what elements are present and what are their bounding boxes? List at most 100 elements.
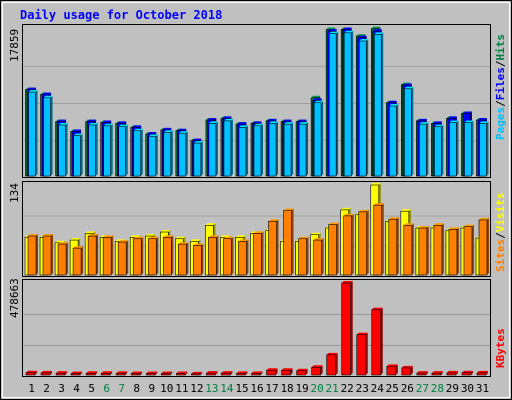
legend-hits-files-pages: Pages/Files/Hits — [494, 34, 507, 140]
bar-pages-16 — [253, 123, 263, 177]
bar-sites-7 — [117, 240, 129, 276]
x-tick-label-4: 4 — [73, 382, 80, 395]
y-max-label-kbytes: 478663 — [8, 278, 21, 318]
bar-sites-9 — [147, 236, 159, 276]
bar-kbytes-15 — [236, 371, 248, 376]
legend-sites: Sites — [494, 239, 507, 272]
bar-kbytes-18 — [281, 368, 293, 376]
bar-pages-23 — [358, 39, 369, 177]
bar-pages-6 — [103, 123, 113, 177]
x-tick-label-11: 11 — [175, 382, 188, 395]
x-tick-label-5: 5 — [88, 382, 95, 395]
x-tick-label-3: 3 — [58, 382, 65, 395]
bar-sites-22 — [343, 213, 354, 276]
bar-kbytes-7 — [115, 371, 128, 376]
bar-pages-21 — [328, 31, 339, 177]
bar-kbytes-3 — [55, 371, 68, 376]
x-tick-label-12: 12 — [190, 382, 203, 395]
bar-sites-26 — [403, 223, 414, 276]
panel-kbytes — [22, 279, 491, 377]
x-axis-labels: 1 2 3 4 5 6 7 8 9 10 11 12 13 14 15 16 17 18 19 20 21 22 23 24 2… — [28, 382, 489, 395]
x-tick-label-25: 25 — [386, 382, 399, 395]
x-tick-label-22: 22 — [341, 382, 354, 395]
y-max-label-visits: 134 — [8, 183, 21, 203]
bar-sites-11 — [178, 242, 189, 276]
x-tick-label-26: 26 — [401, 382, 414, 395]
bar-pages-4 — [73, 133, 83, 177]
x-tick-label-16: 16 — [250, 382, 263, 395]
bar-kbytes-29 — [446, 370, 458, 376]
bar-sites-17 — [268, 219, 279, 276]
bar-sites-1 — [27, 234, 39, 276]
bar-sites-21 — [328, 222, 339, 276]
bar-kbytes-30 — [461, 370, 473, 376]
x-tick-label-7: 7 — [118, 382, 125, 395]
bar-kbytes-20 — [311, 365, 323, 376]
legend-visits: Visits — [494, 193, 507, 233]
bar-sites-24 — [373, 203, 384, 276]
bar-kbytes-26 — [401, 365, 413, 376]
bar-kbytes-4 — [70, 371, 83, 376]
x-tick-label-29: 29 — [446, 382, 459, 395]
y-max-label-hits: 17859 — [8, 29, 21, 62]
x-tick-label-19: 19 — [295, 382, 308, 395]
legend-hits: Hits — [494, 34, 507, 61]
bar-pages-20 — [313, 100, 324, 177]
bar-kbytes-28 — [431, 371, 443, 376]
bar-kbytes-14 — [221, 371, 233, 376]
x-tick-label-31: 31 — [476, 382, 489, 395]
bar-sites-13 — [208, 235, 219, 276]
bar-pages-30 — [464, 120, 474, 177]
bar-kbytes-16 — [251, 371, 263, 376]
bar-sites-2 — [42, 234, 54, 276]
bar-pages-5 — [88, 122, 98, 177]
bar-pages-28 — [434, 124, 444, 177]
bar-kbytes-22 — [341, 281, 353, 376]
legend-kbytes-group: KBytes — [494, 328, 507, 368]
bar-sites-23 — [358, 209, 369, 276]
bar-kbytes-27 — [416, 371, 428, 376]
bar-kbytes-12 — [191, 371, 203, 376]
bar-kbytes-8 — [130, 371, 143, 376]
bar-sites-20 — [313, 238, 324, 276]
legend-sep-1: / — [494, 100, 507, 107]
bar-kbytes-11 — [176, 371, 188, 376]
bar-sites-14 — [223, 236, 234, 276]
bar-pages-1 — [28, 90, 38, 177]
x-tick-label-23: 23 — [356, 382, 369, 395]
bar-kbytes-24 — [371, 307, 383, 376]
bar-kbytes-13 — [206, 371, 218, 376]
bar-kbytes-2 — [40, 370, 53, 376]
legend-sep-2: / — [494, 60, 507, 67]
x-tick-label-13: 13 — [205, 382, 218, 395]
x-tick-label-18: 18 — [280, 382, 293, 395]
bar-kbytes-6 — [100, 371, 113, 376]
x-tick-label-8: 8 — [133, 382, 140, 395]
svg-text:Sites/Visits: Sites/Visits — [494, 193, 507, 273]
bar-pages-8 — [133, 128, 143, 177]
bar-sites-12 — [193, 243, 204, 276]
bar-sites-3 — [57, 242, 69, 276]
bar-pages-18 — [283, 122, 294, 177]
x-tick-label-30: 30 — [461, 382, 474, 395]
bar-layer — [24, 26, 489, 376]
bar-pages-24 — [373, 32, 384, 177]
x-tick-label-27: 27 — [416, 382, 429, 395]
bar-sites-29 — [448, 227, 459, 276]
x-tick-label-6: 6 — [103, 382, 110, 395]
bar-kbytes-31 — [476, 370, 488, 376]
bar-sites-19 — [298, 236, 309, 276]
chart-title: Daily usage for October 2018 — [20, 8, 222, 22]
x-tick-label-9: 9 — [148, 382, 155, 395]
legend-visits-sites: Sites/Visits — [494, 193, 507, 273]
x-tick-label-28: 28 — [431, 382, 444, 395]
legend-files: Files — [494, 67, 507, 100]
bar-kbytes-19 — [296, 368, 308, 376]
x-tick-label-2: 2 — [43, 382, 50, 395]
bar-pages-3 — [58, 122, 68, 177]
bar-pages-27 — [419, 122, 429, 177]
bar-pages-17 — [268, 121, 279, 177]
bar-sites-30 — [463, 224, 474, 276]
